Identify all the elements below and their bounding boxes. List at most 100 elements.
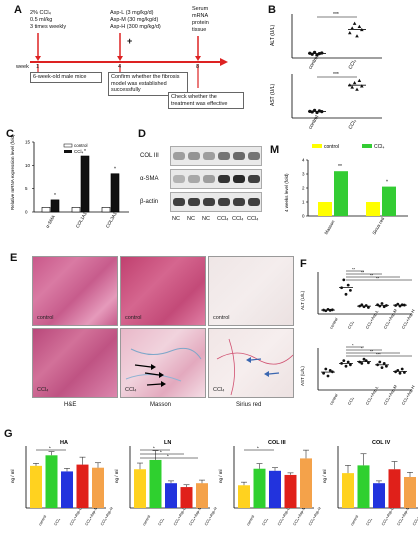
f-category-label: CCl₄+Asp-H [400,384,415,405]
f-point [362,357,366,361]
panel-f-letter: F [300,258,307,270]
panel-g-letter: G [4,428,13,440]
m-ytick-label: 1 [302,200,305,205]
f-sig-label: * [352,343,354,348]
f-point [398,371,402,375]
b-point-control [320,51,324,55]
box-check: Check whether the treatment was effectiv… [168,92,244,110]
g-sig-label: * [160,450,162,455]
week-1: 1 [36,64,40,70]
g-category-label: CCl₄+Asp-H [100,506,114,526]
b-point-ccl4 [350,26,354,30]
wb-band [233,198,245,206]
f-category-label: control [328,317,338,330]
wb-band [188,198,200,206]
g-category-label: CCl₄+Asp-M [189,506,203,526]
c-legend-control: control [74,143,88,148]
m-bar [382,186,396,216]
wb-band [173,198,185,206]
c-ytick-label: 15 [25,140,31,145]
m-category-label: Masson [323,219,335,236]
f-point [385,364,388,368]
g-category-label: CCl₄+Asp-L [173,507,186,526]
dose-line-1: Asp-L (3 mg/kg/d) [110,10,154,16]
f-point [367,306,370,309]
g-ylabel: ng / ml [114,469,119,483]
f-sig-label: * [361,346,363,351]
g-category-label: CCl₄+Asp-H [412,506,418,526]
box-mice: 6-week-old male mice [30,72,102,83]
m-bar [366,202,380,216]
f-sig-label: ** [352,267,356,272]
c-category-label: COL1A1 [75,211,88,229]
m-ytick-label: 2 [302,186,305,191]
wb-band [218,152,230,160]
b-category-label: control [308,114,321,130]
panel-d-letter: D [138,128,146,140]
treat-line-2: 0.5 ml/kg [30,17,53,23]
sirius-ccl4-image: CCl₄ [208,328,294,398]
plus-sign: + [127,36,133,46]
g-bar [92,467,104,508]
c-ylabel: Relative mRNA expression level (fold) [10,134,15,210]
b-point-ccl4 [350,85,354,89]
b-sig-label: *** [333,12,339,18]
week-4: 4 [118,64,122,70]
g-category-label: control [246,514,255,526]
g-category-label: CCl₄+Asp-M [397,506,411,526]
f-point [349,288,352,292]
f-point [367,361,370,365]
f-point [403,371,406,374]
wb-band [203,175,215,183]
caption-sirius: Sirius red [236,402,262,408]
masson-ccl4-image: CCl₄ [120,328,206,398]
g-title: COL III [268,440,286,446]
sample-1: Serum [192,6,209,12]
gel-asma [170,169,262,189]
f-category-label: CCl₄ [346,396,355,406]
f-point [328,369,332,372]
panel-c-letter: C [6,128,14,140]
b-category-label: CCl₄ [348,118,358,130]
f-point [382,362,386,365]
g-bar [300,458,312,508]
c-bar [110,173,120,213]
he-ccl4-label: CCl₄ [37,387,49,393]
g-bar [30,465,42,508]
g-bar [238,485,250,508]
m-sig-label: * [386,180,388,186]
f-point [382,305,386,309]
wb-lane-label: CCl₄ [232,216,244,222]
c-ytick-label: 10 [25,163,31,168]
f-point [360,303,364,307]
f-ylabel: ALT (U/L) [300,290,305,310]
wb-row-asma: α-SMA [140,176,159,182]
caption-he: H&E [64,402,77,408]
wb-band [218,175,230,183]
g-title: LN [164,440,171,446]
panel-b-charts: ALT (U/L) control CCl₄ *** AST (U/L) control C… [270,12,382,130]
wb-band [203,152,215,160]
f-category-label: CCl₄+Asp-L [364,384,379,405]
f-point [346,283,350,287]
c-legend-swatch-control [63,143,73,148]
g-category-label: control [38,514,47,526]
f-category-label: CCl₄+Asp-H [400,308,415,329]
sirius-control-image: control [208,256,294,326]
g-bar [149,459,162,508]
g-bar [61,471,73,508]
panel-e-letter: E [10,252,18,264]
f-sig-label: ** [361,270,365,275]
sirius-ccl4-label: CCl₄ [213,387,225,393]
f-category-label: control [328,393,338,406]
wb-band [233,175,245,183]
g-ylabel: ng / ml [218,469,223,483]
wb-band [188,152,200,160]
b-point-ccl4 [357,78,362,82]
b-category-label: control [308,54,321,70]
f-sig-label: ** [370,273,374,278]
week-label: week [16,64,29,70]
g-bar [76,464,89,508]
b-point-ccl4 [357,24,362,28]
wb-band [173,175,185,183]
